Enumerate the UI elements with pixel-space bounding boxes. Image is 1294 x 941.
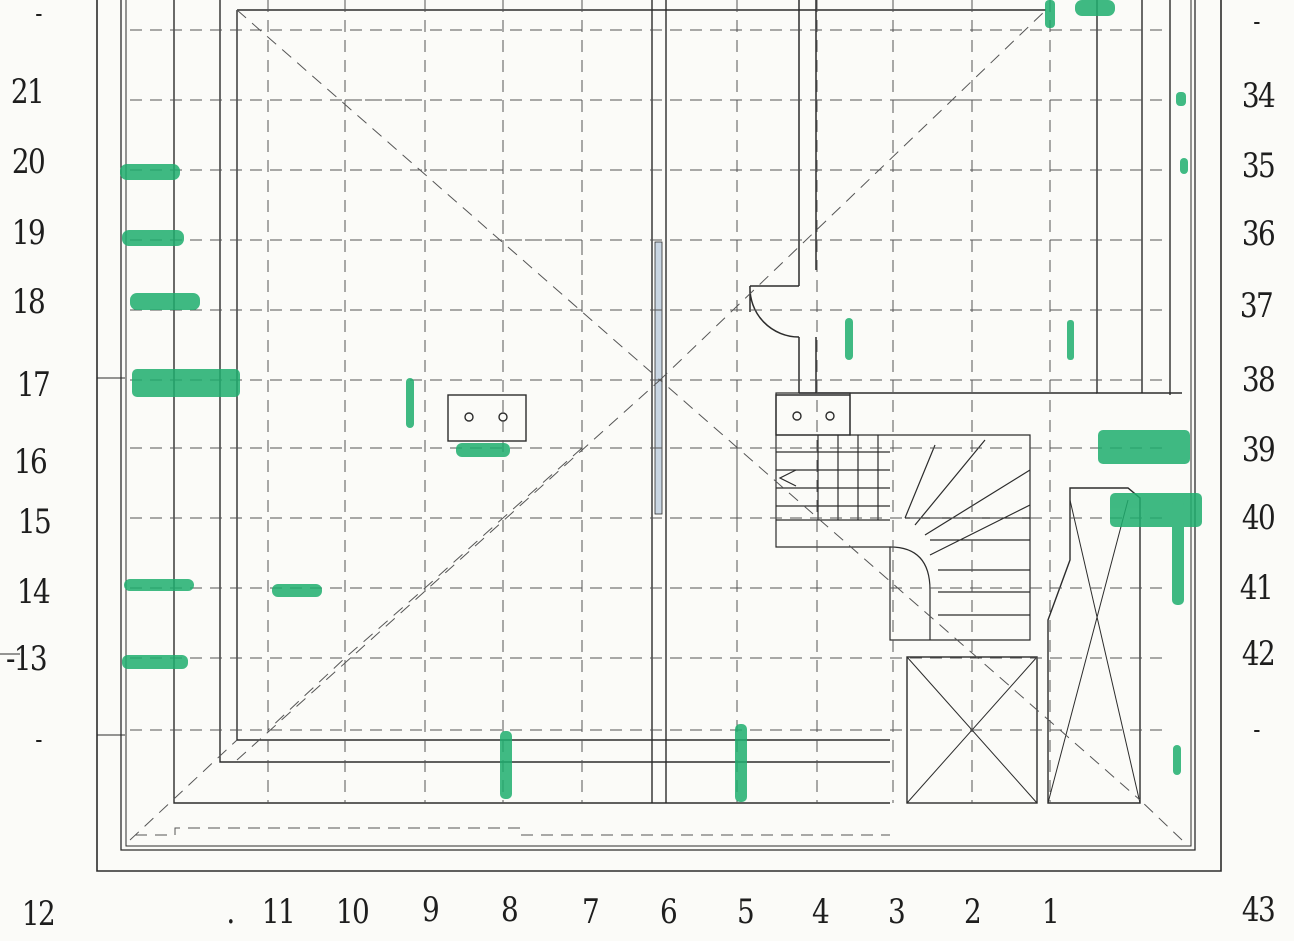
row-label-42: 42: [1241, 634, 1276, 674]
col-label-3: 3: [887, 892, 906, 932]
row-line: [130, 29, 1170, 731]
tick-mark: [0, 377, 125, 736]
green-highlights: [120, 0, 1202, 802]
col-label-11: 11: [261, 892, 296, 932]
highlight-mark: [1173, 745, 1181, 775]
stair-outline: [775, 392, 1031, 641]
highlight-mark: [1075, 0, 1115, 16]
highlight-mark: [735, 724, 747, 802]
highlight-mark: [1110, 493, 1202, 527]
outer-walls: [96, 0, 1222, 872]
col-label-7: 7: [581, 892, 600, 932]
row-label-19: 19: [11, 213, 46, 253]
ridge-beam-fill: [654, 241, 663, 515]
partition-wall: [798, 0, 1097, 394]
flue-circle: [792, 411, 802, 421]
chimney-box-left: [447, 394, 527, 442]
row-label-36: 36: [1241, 214, 1276, 254]
row-label-right-top-dash: -: [1253, 7, 1260, 37]
highlight-mark: [120, 164, 180, 180]
hip-line: [129, 9, 1183, 841]
shaft-right: [1047, 487, 1141, 804]
rafter-grid-dashed: [129, 0, 1183, 841]
col-label-dot: .: [226, 892, 235, 932]
chimney-box-right: [775, 394, 851, 436]
col-label-43: 43: [1241, 890, 1276, 930]
col-label-12: 12: [21, 894, 56, 934]
highlight-mark: [1172, 500, 1184, 605]
staircase: [775, 392, 1031, 641]
highlight-mark: [1176, 92, 1186, 106]
column-line: [267, 0, 1051, 803]
inner-hip: [267, 0, 973, 731]
row-label-37: 37: [1239, 286, 1274, 326]
right-roof-edge: [1096, 0, 1182, 394]
row-label-34: 34: [1241, 76, 1276, 116]
highlight-mark: [124, 579, 194, 591]
col-label-9: 9: [421, 890, 440, 930]
row-label-40: 40: [1241, 498, 1276, 538]
flue-circle: [464, 412, 474, 422]
flue-circle: [825, 411, 835, 421]
highlight-mark: [1180, 158, 1188, 174]
col-label-4: 4: [811, 892, 830, 932]
row-label-16: 16: [13, 442, 48, 482]
highlight-mark: [272, 584, 322, 597]
row-label-35: 35: [1241, 146, 1276, 186]
row-label-14: 14: [16, 572, 51, 612]
highlight-mark: [1045, 0, 1055, 28]
row-label-39: 39: [1241, 430, 1276, 470]
shaft-right-cross: [1047, 499, 1141, 804]
roof-eave-line: [173, 0, 890, 804]
roof-inner-line: [219, 0, 890, 763]
col-label-8: 8: [500, 890, 519, 930]
highlight-mark: [500, 731, 512, 799]
stair-treads: [776, 435, 1031, 616]
door-swing-arc: [749, 285, 800, 338]
row-label-13: -13: [6, 639, 48, 679]
highlight-mark: [132, 369, 240, 397]
row-label-21: 21: [10, 72, 45, 112]
highlight-mark: [122, 655, 188, 669]
row-label-18: 18: [11, 282, 46, 322]
highlight-mark: [456, 443, 510, 457]
highlight-mark: [845, 318, 853, 360]
outer-wall-inner-line: [120, 0, 1196, 851]
highlight-mark: [406, 378, 414, 428]
highlight-mark: [122, 230, 184, 246]
row-label-20: 20: [11, 142, 46, 182]
roof-ridge-outline: [236, 9, 1046, 741]
row-label-right-bottom-dash: -: [1253, 715, 1260, 745]
interior-partition: [749, 0, 1097, 394]
row-label-41: 41: [1239, 568, 1274, 608]
col-label-1: 1: [1041, 892, 1060, 932]
stair-arrow: [778, 469, 797, 487]
shafts: [447, 394, 1141, 804]
row-label-left-top-dash: -: [35, 0, 42, 29]
col-label-6: 6: [659, 892, 678, 932]
outer-wall-inner-line-2: [125, 0, 1192, 847]
outer-wall-line: [96, 0, 1222, 872]
row-label-38: 38: [1241, 360, 1276, 400]
col-label-10: 10: [335, 892, 370, 932]
highlight-mark: [1067, 320, 1074, 360]
col-label-5: 5: [736, 892, 755, 932]
roof-frame: [173, 0, 1182, 804]
lower-eave: [135, 827, 890, 836]
highlight-mark: [1098, 430, 1190, 464]
highlight-mark: [130, 293, 200, 310]
row-label-left-bottom-dash: -: [35, 725, 42, 755]
col-label-2: 2: [963, 892, 982, 932]
row-label-15: 15: [17, 502, 52, 542]
stair-curve: [889, 546, 931, 640]
flue-circle: [498, 412, 508, 422]
row-label-17: 17: [16, 365, 51, 405]
dimension-ticks: [0, 377, 125, 736]
